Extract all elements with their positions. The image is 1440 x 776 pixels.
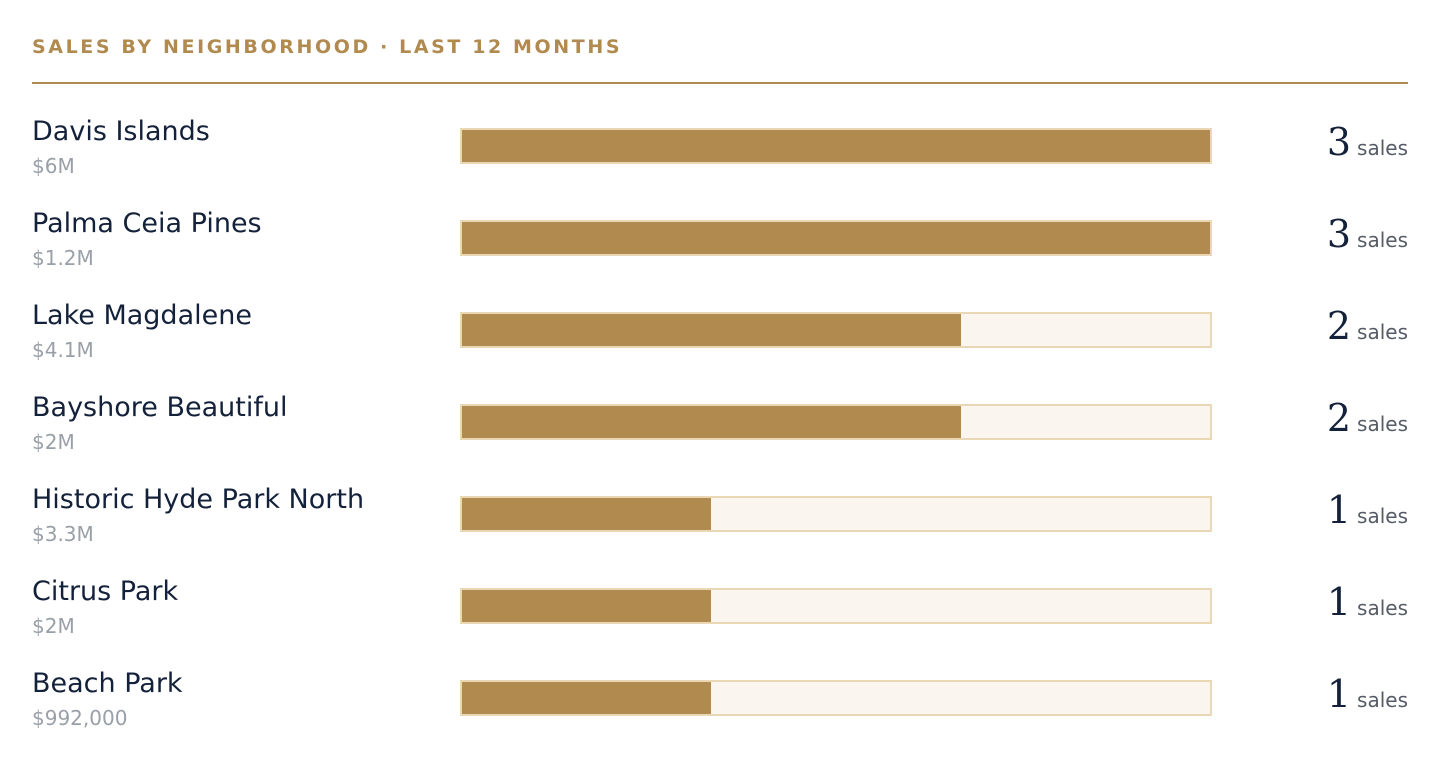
sales-count: 1: [1326, 580, 1352, 624]
neighborhood-name: Davis Islands: [32, 116, 210, 147]
sales-unit: sales: [1357, 504, 1408, 528]
sales-volume: $992,000: [32, 706, 128, 730]
neighborhood-list: Davis Islands $6M 3 sales Palma Ceia Pine…: [32, 84, 1408, 730]
neighborhood-row: Davis Islands $6M 3 sales: [32, 84, 1408, 178]
sales-count-label: 2 sales: [1327, 398, 1408, 446]
neighborhood-row: Historic Hyde Park North $3.3M 1 sales: [32, 452, 1408, 546]
sales-count-label: 3 sales: [1327, 214, 1408, 262]
bar-track: [460, 496, 1212, 532]
neighborhood-name: Citrus Park: [32, 576, 179, 607]
bar-fill: [462, 222, 1210, 254]
sales-volume: $4.1M: [32, 338, 94, 362]
bar-track: [460, 588, 1212, 624]
sales-unit: sales: [1357, 596, 1408, 620]
sales-count: 3: [1326, 120, 1352, 164]
neighborhood-name: Historic Hyde Park North: [32, 484, 365, 515]
sales-unit: sales: [1357, 228, 1408, 252]
neighborhood-name: Palma Ceia Pines: [32, 208, 262, 239]
neighborhood-name: Lake Magdalene: [32, 300, 252, 331]
sales-count-label: 1 sales: [1327, 582, 1408, 630]
neighborhood-name: Bayshore Beautiful: [32, 392, 288, 423]
sales-volume: $1.2M: [32, 246, 94, 270]
sales-count: 2: [1326, 396, 1352, 440]
sales-unit: sales: [1357, 320, 1408, 344]
sales-count-label: 3 sales: [1327, 122, 1408, 170]
title-divider: [32, 82, 1408, 84]
sales-volume: $6M: [32, 154, 75, 178]
sales-unit: sales: [1357, 412, 1408, 436]
bar-track: [460, 680, 1212, 716]
sales-count: 1: [1326, 488, 1352, 532]
chart-title: SALES BY NEIGHBORHOOD · LAST 12 MONTHS: [32, 36, 623, 58]
bar-fill: [462, 406, 961, 438]
sales-count: 2: [1326, 304, 1352, 348]
neighborhood-row: Citrus Park $2M 1 sales: [32, 544, 1408, 638]
sales-count-label: 1 sales: [1327, 674, 1408, 722]
neighborhood-row: Palma Ceia Pines $1.2M 3 sales: [32, 176, 1408, 270]
neighborhood-row: Lake Magdalene $4.1M 2 sales: [32, 268, 1408, 362]
bar-fill: [462, 314, 961, 346]
sales-volume: $3.3M: [32, 522, 94, 546]
sales-volume: $2M: [32, 430, 75, 454]
bar-fill: [462, 498, 712, 530]
bar-fill: [462, 682, 712, 714]
bar-fill: [462, 130, 1210, 162]
sales-unit: sales: [1357, 688, 1408, 712]
bar-track: [460, 128, 1212, 164]
sales-count-label: 1 sales: [1327, 490, 1408, 538]
neighborhood-row: Bayshore Beautiful $2M 2 sales: [32, 360, 1408, 454]
bar-track: [460, 312, 1212, 348]
sales-volume: $2M: [32, 614, 75, 638]
neighborhood-row: Beach Park $992,000 1 sales: [32, 636, 1408, 730]
bar-track: [460, 220, 1212, 256]
bar-track: [460, 404, 1212, 440]
neighborhood-name: Beach Park: [32, 668, 183, 699]
sales-count: 1: [1326, 672, 1352, 716]
sales-count: 3: [1326, 212, 1352, 256]
sales-unit: sales: [1357, 136, 1408, 160]
bar-fill: [462, 590, 712, 622]
sales-count-label: 2 sales: [1327, 306, 1408, 354]
